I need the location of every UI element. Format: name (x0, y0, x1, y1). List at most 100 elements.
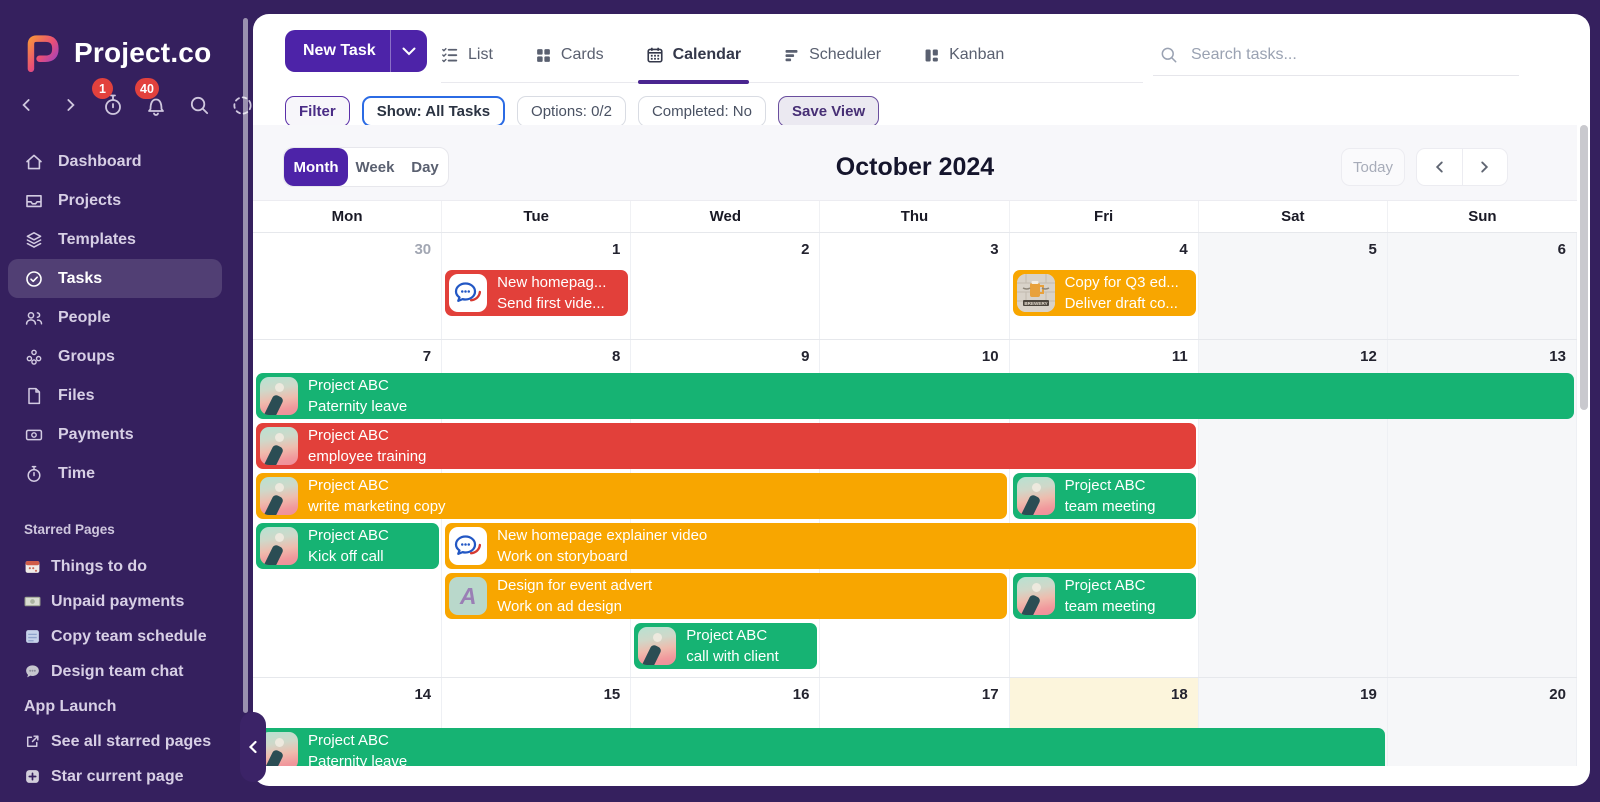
save-view-button[interactable]: Save View (778, 96, 880, 127)
starred-pages-section: Starred Pages Things to do Unpaid paymen… (0, 522, 249, 794)
sidebar-item-people[interactable]: People (0, 298, 249, 337)
task-bar[interactable]: Project ABC Kick off call (256, 523, 440, 569)
search-field (1153, 34, 1519, 76)
projectco-logo-icon (27, 35, 59, 73)
chevron-right-icon (1481, 161, 1489, 173)
task-bar[interactable]: A Design for event advert Work on ad desig… (445, 573, 1007, 619)
stopwatch-icon (27, 465, 41, 482)
list-icon (442, 47, 458, 63)
task-bar[interactable]: BREWERY Copy for Q3 ed... Deliver draft co… (1012, 270, 1196, 316)
plus-square-icon (26, 770, 39, 783)
prev-month-button[interactable] (1417, 149, 1462, 185)
sidebar-item-files[interactable]: Files (0, 376, 249, 415)
starred-item-things-to-do[interactable]: Things to do (0, 549, 249, 584)
back-icon[interactable] (14, 92, 40, 118)
task-bar[interactable]: Project ABC call with client (634, 623, 818, 669)
task-bar[interactable]: Project ABC write marketing copy (256, 473, 1007, 519)
task-bar[interactable]: Project ABC employee training (256, 423, 1196, 469)
task-subtitle: Paternity leave (308, 398, 408, 415)
sidebar-item-templates[interactable]: Templates (0, 220, 249, 259)
task-title: New homepage explainer video (497, 527, 708, 544)
task-subtitle: team meeting (1064, 498, 1156, 515)
dow-label: Wed (631, 201, 821, 232)
cell-date: 15 (603, 686, 621, 703)
show-all-tasks-chip[interactable]: Show: All Tasks (361, 96, 506, 127)
calendar-day-cell[interactable]: 20 (1387, 678, 1577, 766)
sidebar-item-time[interactable]: Time (0, 454, 249, 493)
tab-kanban[interactable]: Kanban (923, 28, 1004, 82)
assignee-avatar (638, 627, 677, 665)
cell-date: 12 (1360, 348, 1377, 365)
tab-cards[interactable]: Cards (535, 28, 604, 82)
notifications-badge: 40 (135, 78, 159, 99)
task-bar[interactable]: New homepag... Send first vide... (445, 270, 629, 316)
focus-mode-icon[interactable] (229, 92, 255, 118)
calendar-day-cell[interactable]: 3 (820, 233, 1010, 339)
file-icon (28, 387, 41, 404)
cell-date: 2 (801, 241, 810, 258)
task-bar[interactable]: Project ABC Paternity leave (256, 728, 1385, 766)
starred-item-label: Copy team schedule (51, 627, 207, 645)
sidebar-item-star-current-page[interactable]: Star current page (0, 759, 249, 794)
sidebar-item-see-all-starred[interactable]: See all starred pages (0, 724, 249, 759)
calendar-title: October 2024 (835, 153, 995, 181)
options-chip[interactable]: Options: 0/2 (517, 96, 626, 127)
calendar-day-cell[interactable]: 6 (1387, 233, 1577, 339)
view-day-button[interactable]: Day (411, 158, 439, 176)
starred-item-unpaid-payments[interactable]: Unpaid payments (0, 584, 249, 619)
tab-calendar[interactable]: Calendar (637, 28, 750, 84)
sidebar-item-tasks[interactable]: Tasks (8, 259, 222, 298)
sidebar-item-dashboard[interactable]: Dashboard (0, 142, 249, 181)
sidebar: Project.co 1 40 (0, 0, 252, 802)
sidebar-collapse-handle[interactable] (240, 712, 266, 782)
starred-item-copy-team-schedule[interactable]: Copy team schedule (0, 619, 249, 654)
tab-label: Kanban (949, 46, 1005, 63)
logo[interactable]: Project.co (18, 30, 211, 76)
task-text: Project ABC team meeting (1065, 475, 1156, 517)
brewery-icon: BREWERY (1016, 274, 1055, 312)
logo-text: Project.co (74, 37, 212, 68)
cell-date: 6 (1557, 241, 1566, 258)
filter-button[interactable]: Filter (285, 96, 350, 127)
sidebar-item-app-launch[interactable]: App Launch (0, 689, 249, 724)
task-text: Project ABC team meeting (1065, 575, 1156, 617)
cell-date: 13 (1549, 348, 1566, 365)
content-scrollbar-thumb[interactable] (1580, 125, 1588, 410)
tab-scheduler[interactable]: Scheduler (783, 28, 881, 82)
notifications-bell-icon[interactable]: 40 (135, 78, 169, 118)
calendar-day-cell[interactable]: 30 (253, 233, 443, 339)
search-input[interactable] (1191, 45, 1513, 64)
task-text: Project ABC Paternity leave (308, 375, 407, 417)
task-bar[interactable]: Project ABC team meeting (1012, 573, 1196, 619)
sidebar-item-projects[interactable]: Projects (0, 181, 249, 220)
new-task-dropdown[interactable] (391, 47, 427, 56)
task-bar[interactable]: Project ABC team meeting (1012, 473, 1196, 519)
today-button[interactable]: Today (1341, 148, 1405, 186)
tab-label: Cards (560, 46, 604, 63)
timer-icon[interactable]: 1 (92, 78, 126, 118)
task-text: Project ABC call with client (686, 625, 779, 667)
calendar-day-cell[interactable]: 2 (631, 233, 821, 339)
completed-chip[interactable]: Completed: No (637, 96, 766, 127)
sidebar-item-groups[interactable]: Groups (0, 337, 249, 376)
tab-list[interactable]: List (441, 28, 493, 82)
task-title: Project ABC (308, 427, 389, 444)
sidebar-item-label: See all starred pages (51, 732, 212, 750)
filter-bar: Filter Show: All Tasks Options: 0/2 Comp… (285, 96, 880, 127)
sidebar-scrollbar[interactable] (243, 18, 248, 713)
task-bar[interactable]: Project ABC Paternity leave (256, 373, 1574, 419)
view-month-button[interactable]: Month (284, 148, 348, 186)
new-task-button[interactable]: New Task (285, 30, 427, 72)
starred-item-design-team-chat[interactable]: Design team chat (0, 654, 249, 689)
search-icon[interactable] (186, 92, 212, 118)
forward-icon[interactable] (57, 92, 83, 118)
task-subtitle: write marketing copy (308, 498, 446, 515)
calendar-day-cell[interactable]: 5 (1198, 233, 1388, 339)
task-title: Project ABC (308, 377, 389, 394)
task-bar[interactable]: New homepage explainer video Work on stor… (445, 523, 1196, 569)
sidebar-item-payments[interactable]: Payments (0, 415, 249, 454)
task-title: Project ABC (1064, 577, 1146, 594)
app-launch-label: App Launch (24, 697, 117, 715)
view-week-button[interactable]: Week (355, 158, 395, 176)
next-month-button[interactable] (1463, 149, 1508, 185)
